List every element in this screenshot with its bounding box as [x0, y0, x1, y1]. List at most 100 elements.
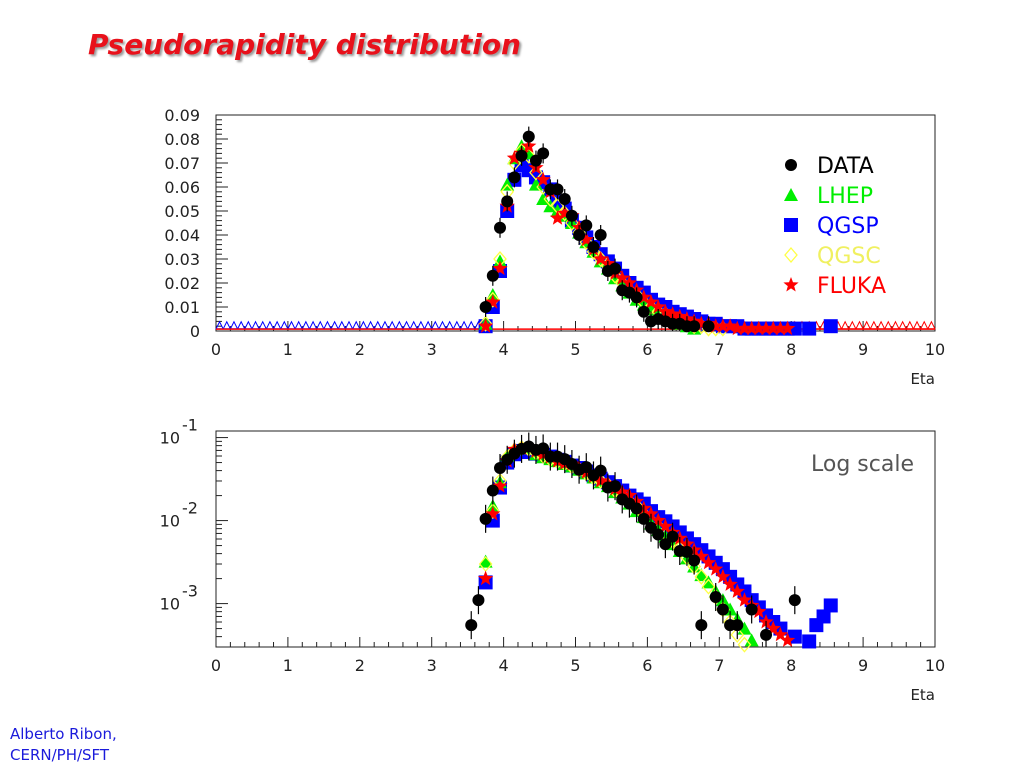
data-point-fluka [780, 632, 796, 647]
data-point-fluka [729, 320, 745, 336]
data-point-fluka [578, 231, 594, 247]
baseline-marker [423, 320, 433, 330]
data-point-qgsp [802, 634, 817, 649]
y-tick-exponent: -3 [182, 582, 198, 601]
baseline-marker [430, 320, 440, 330]
baseline-marker [279, 320, 289, 330]
data-point-fluka [614, 270, 630, 285]
data-point-fluka [535, 171, 551, 187]
series-data [465, 432, 801, 647]
data-point-fluka [736, 592, 753, 607]
data-point-fluka [492, 478, 508, 493]
y-tick-label: 0.02 [164, 274, 200, 293]
baseline-marker [409, 320, 419, 330]
baseline-marker [848, 320, 857, 330]
legend-label-qgsc: QGSC [817, 244, 881, 269]
data-point-lhep [528, 177, 543, 191]
data-point-fluka [772, 626, 788, 642]
data-point-qgsc [529, 164, 543, 181]
data-point-fluka [593, 251, 609, 266]
data-point-qgsc [730, 626, 745, 643]
data-point-data [688, 554, 701, 567]
linear-panel: 0 1 2 3 4 5 6 7 8 9 10 Eta 0 0.01 0.02 0.03 0.04 0.05 0.06… [164, 106, 945, 388]
baseline-marker [919, 320, 929, 330]
data-point-fluka [643, 506, 659, 521]
data-point-fluka [693, 315, 709, 331]
data-point-fluka [758, 320, 774, 336]
data-point-fluka [492, 260, 508, 276]
x-tick-label: 3 [427, 656, 437, 675]
data-point-fluka [650, 512, 666, 528]
baseline-marker [862, 320, 872, 330]
data-point-data [580, 461, 593, 474]
x-axis-title: Eta [910, 686, 935, 704]
legend-label-data: DATA [817, 154, 874, 179]
data-point-data [551, 183, 564, 196]
baseline-marker [294, 320, 303, 330]
y-tick-label: 10 [160, 595, 180, 614]
data-point-fluka [485, 506, 501, 521]
x-tick-label: 4 [499, 340, 509, 359]
data-point-fluka [650, 299, 666, 314]
y-tick-label: 0.05 [164, 202, 200, 221]
x-tick-label: 7 [714, 340, 724, 359]
data-point-data [580, 219, 593, 232]
baseline-marker [380, 320, 390, 330]
data-point-data [479, 301, 492, 313]
data-point-data [609, 262, 622, 275]
data-point-data [630, 502, 643, 515]
x-tick-label: 1 [283, 656, 293, 675]
log-scale-note: Log scale [811, 452, 914, 477]
baseline-marker [416, 320, 426, 330]
legend: DATA LHEP QGSP QGSC FLUKA [783, 154, 886, 299]
data-point-data [666, 530, 679, 543]
y-tick-label: 10 [160, 429, 180, 448]
x-tick-label: 8 [786, 340, 796, 359]
baseline-marker [344, 320, 354, 330]
data-point-fluka [621, 275, 637, 290]
data-point-data [486, 484, 499, 497]
data-point-data [760, 628, 773, 641]
slide-title: Pseudorapidity distribution [88, 28, 521, 61]
data-point-fluka [751, 320, 767, 336]
data-point-data [637, 512, 650, 525]
data-point-data [472, 594, 485, 607]
legend-label-qgsp: QGSP [817, 214, 879, 239]
y-tick-label: 0 [190, 322, 200, 341]
baseline-marker [466, 320, 476, 330]
data-point-fluka [478, 570, 494, 586]
baseline-marker [898, 320, 907, 330]
data-point-data [745, 603, 758, 616]
x-tick-label: 6 [642, 656, 652, 675]
data-point-qgsc [701, 578, 716, 595]
x-tick-label: 3 [427, 340, 437, 359]
baseline-marker [301, 320, 311, 330]
baseline-marker [287, 320, 296, 330]
baseline-marker [387, 320, 397, 330]
baseline-marker [891, 320, 900, 330]
y-tick-label: 0.01 [164, 298, 200, 317]
data-point-data [537, 147, 550, 160]
data-point-fluka [708, 318, 724, 333]
data-point-data [573, 229, 586, 241]
data-point-data [637, 305, 650, 318]
data-point-data [479, 512, 492, 525]
author-name: Alberto Ribon, [10, 725, 117, 743]
data-point-fluka [636, 289, 652, 304]
x-tick-label: 7 [714, 656, 724, 675]
y-tick-exponent: -1 [182, 416, 198, 435]
data-point-fluka [657, 303, 673, 319]
baseline-marker [883, 320, 893, 330]
data-point-data [486, 269, 499, 282]
y-tick-label: 0.03 [164, 250, 200, 269]
baseline-marker [438, 320, 447, 330]
x-tick-label: 5 [570, 656, 580, 675]
y-tick-label: 0.07 [164, 154, 200, 173]
x-tick-label: 1 [283, 340, 293, 359]
data-point-data [702, 320, 715, 333]
data-point-fluka [557, 205, 573, 220]
data-point-data [709, 591, 722, 604]
baseline-marker [876, 320, 886, 330]
data-point-data [594, 464, 607, 477]
